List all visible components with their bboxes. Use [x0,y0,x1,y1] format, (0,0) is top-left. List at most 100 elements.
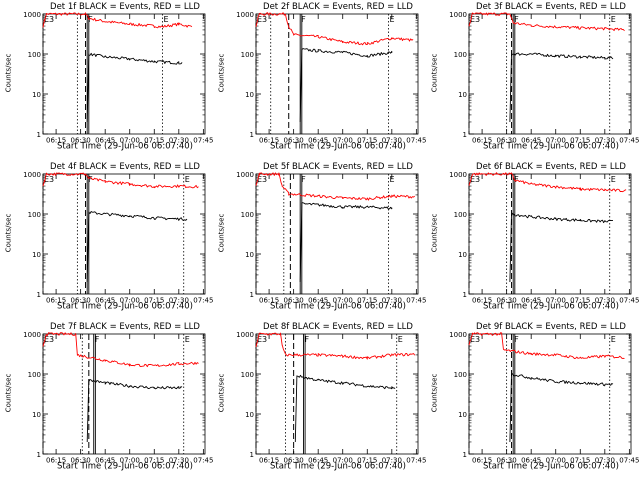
y-tick-label: 100 [454,211,467,219]
y-tick-label: 10 [245,251,254,259]
x-tick-label: 07:30 [382,457,402,465]
event-marker-label: E3 [257,335,267,344]
plot-area: 1 10 100 1000 06:15 06:30 06:45 07:00 07:15 07:30… [236,11,426,145]
x-tick-label: 07:15 [570,137,590,145]
x-tick-label: 06:30 [71,457,91,465]
x-axis-label: Start Time (29-Jun-06 06:07:40) [483,142,619,152]
y-tick-label: 1 [37,451,41,459]
x-tick-label: 06:30 [71,137,91,145]
x-tick-label: 07:45 [406,457,426,465]
y-tick-label: 10 [32,411,41,419]
event-marker-label: E [185,175,190,184]
lld-series-line [468,12,625,32]
x-tick-label: 07:15 [357,297,377,305]
x-tick-label: 06:45 [308,457,328,465]
event-marker-label: E [611,175,616,184]
y-axis-label: Counts/sec [431,214,439,253]
x-axis-label: Start Time (29-Jun-06 06:07:40) [57,462,193,472]
event-marker-label: F [88,175,93,184]
y-tick-label: 100 [454,371,467,379]
detector-panel-9: Det 9f BLACK = Events, RED = LLD Start T… [431,322,640,472]
x-tick-label: 07:45 [193,297,213,305]
lld-series-line [42,172,199,189]
x-tick-label: 06:15 [46,457,66,465]
detector-panel-5: Det 5f BLACK = Events, RED = LLD Start T… [218,162,427,312]
events-series-line [86,379,183,443]
y-tick-label: 100 [454,51,467,59]
event-marker-label: E [185,335,190,344]
x-axis-label: Start Time (29-Jun-06 06:07:40) [270,142,406,152]
plot-area: 1 10 100 1000 06:15 06:30 06:45 07:00 07:15 07:30… [236,331,426,465]
lld-series-line [468,332,625,360]
x-tick-label: 06:30 [284,137,304,145]
x-axis-label: Start Time (29-Jun-06 06:07:40) [270,462,406,472]
events-series-line [294,374,396,443]
x-tick-label: 07:00 [546,297,566,305]
plot-area: 1 10 100 1000 06:15 06:30 06:45 07:00 07:15 07:30… [236,171,426,305]
x-tick-label: 07:30 [595,137,615,145]
detector-panel-3: Det 3f BLACK = Events, RED = LLD Start T… [431,2,640,152]
x-tick-label: 06:45 [308,137,328,145]
x-tick-label: 07:15 [144,297,164,305]
x-tick-label: 07:00 [120,457,140,465]
plot-area: 1 10 100 1000 06:15 06:30 06:45 07:00 07:15 07:30… [23,171,213,305]
y-tick-label: 1000 [236,171,254,179]
x-tick-label: 07:30 [382,297,402,305]
x-tick-label: 06:30 [284,297,304,305]
detector-panel-4: Det 4f BLACK = Events, RED = LLD Start T… [5,162,214,312]
y-tick-label: 1 [250,291,254,299]
panel-title: Det 6f BLACK = Events, RED = LLD [476,162,626,172]
y-tick-label: 100 [241,51,254,59]
x-tick-label: 06:15 [46,137,66,145]
event-marker-label: E [163,15,168,24]
x-tick-label: 07:45 [193,457,213,465]
y-axis-label: Counts/sec [431,54,439,93]
x-tick-label: 06:30 [497,137,517,145]
x-tick-label: 06:15 [46,297,66,305]
lld-series-line [468,172,627,193]
detector-panel-8: Det 8f BLACK = Events, RED = LLD Start T… [218,322,427,472]
event-marker-label: E3 [470,15,480,24]
y-tick-label: 1000 [449,171,467,179]
x-tick-label: 07:00 [120,137,140,145]
y-tick-label: 1000 [236,11,254,19]
x-tick-label: 07:30 [169,457,189,465]
y-tick-label: 1 [463,451,467,459]
plot-area: 1 10 100 1000 06:15 06:30 06:45 07:00 07:15 07:30… [449,11,639,145]
lld-series-line [255,332,416,360]
panel-title: Det 9f BLACK = Events, RED = LLD [476,322,626,332]
y-tick-label: 10 [32,91,41,99]
x-tick-label: 06:30 [71,297,91,305]
plot-area: 1 10 100 1000 06:15 06:30 06:45 07:00 07:15 07:30… [449,171,639,305]
lld-series-line [255,172,416,201]
x-tick-label: 06:45 [95,297,115,305]
x-tick-label: 07:00 [333,137,353,145]
x-tick-label: 07:15 [357,137,377,145]
x-tick-label: 06:15 [472,137,492,145]
y-tick-label: 1000 [449,11,467,19]
detector-panel-2: Det 2f BLACK = Events, RED = LLD Start T… [218,2,427,152]
event-marker-label: E [398,335,403,344]
y-tick-label: 10 [245,411,254,419]
event-marker-label: F [514,335,519,344]
y-tick-label: 10 [245,91,254,99]
x-tick-label: 06:45 [521,457,541,465]
panel-title: Det 8f BLACK = Events, RED = LLD [263,322,413,332]
panel-title: Det 7f BLACK = Events, RED = LLD [50,322,200,332]
x-tick-label: 07:15 [570,457,590,465]
x-tick-label: 07:45 [619,457,639,465]
y-axis-label: Counts/sec [218,374,226,413]
panel-title: Det 1f BLACK = Events, RED = LLD [50,2,200,12]
x-tick-label: 07:30 [169,297,189,305]
lld-series-line [42,12,193,29]
x-tick-label: 06:45 [95,457,115,465]
y-tick-label: 10 [458,91,467,99]
y-axis-label: Counts/sec [5,214,13,253]
y-tick-label: 100 [28,51,41,59]
x-tick-label: 07:45 [619,137,639,145]
y-tick-label: 1000 [236,331,254,339]
x-tick-label: 07:00 [546,137,566,145]
x-axis-label: Start Time (29-Jun-06 06:07:40) [270,302,406,312]
